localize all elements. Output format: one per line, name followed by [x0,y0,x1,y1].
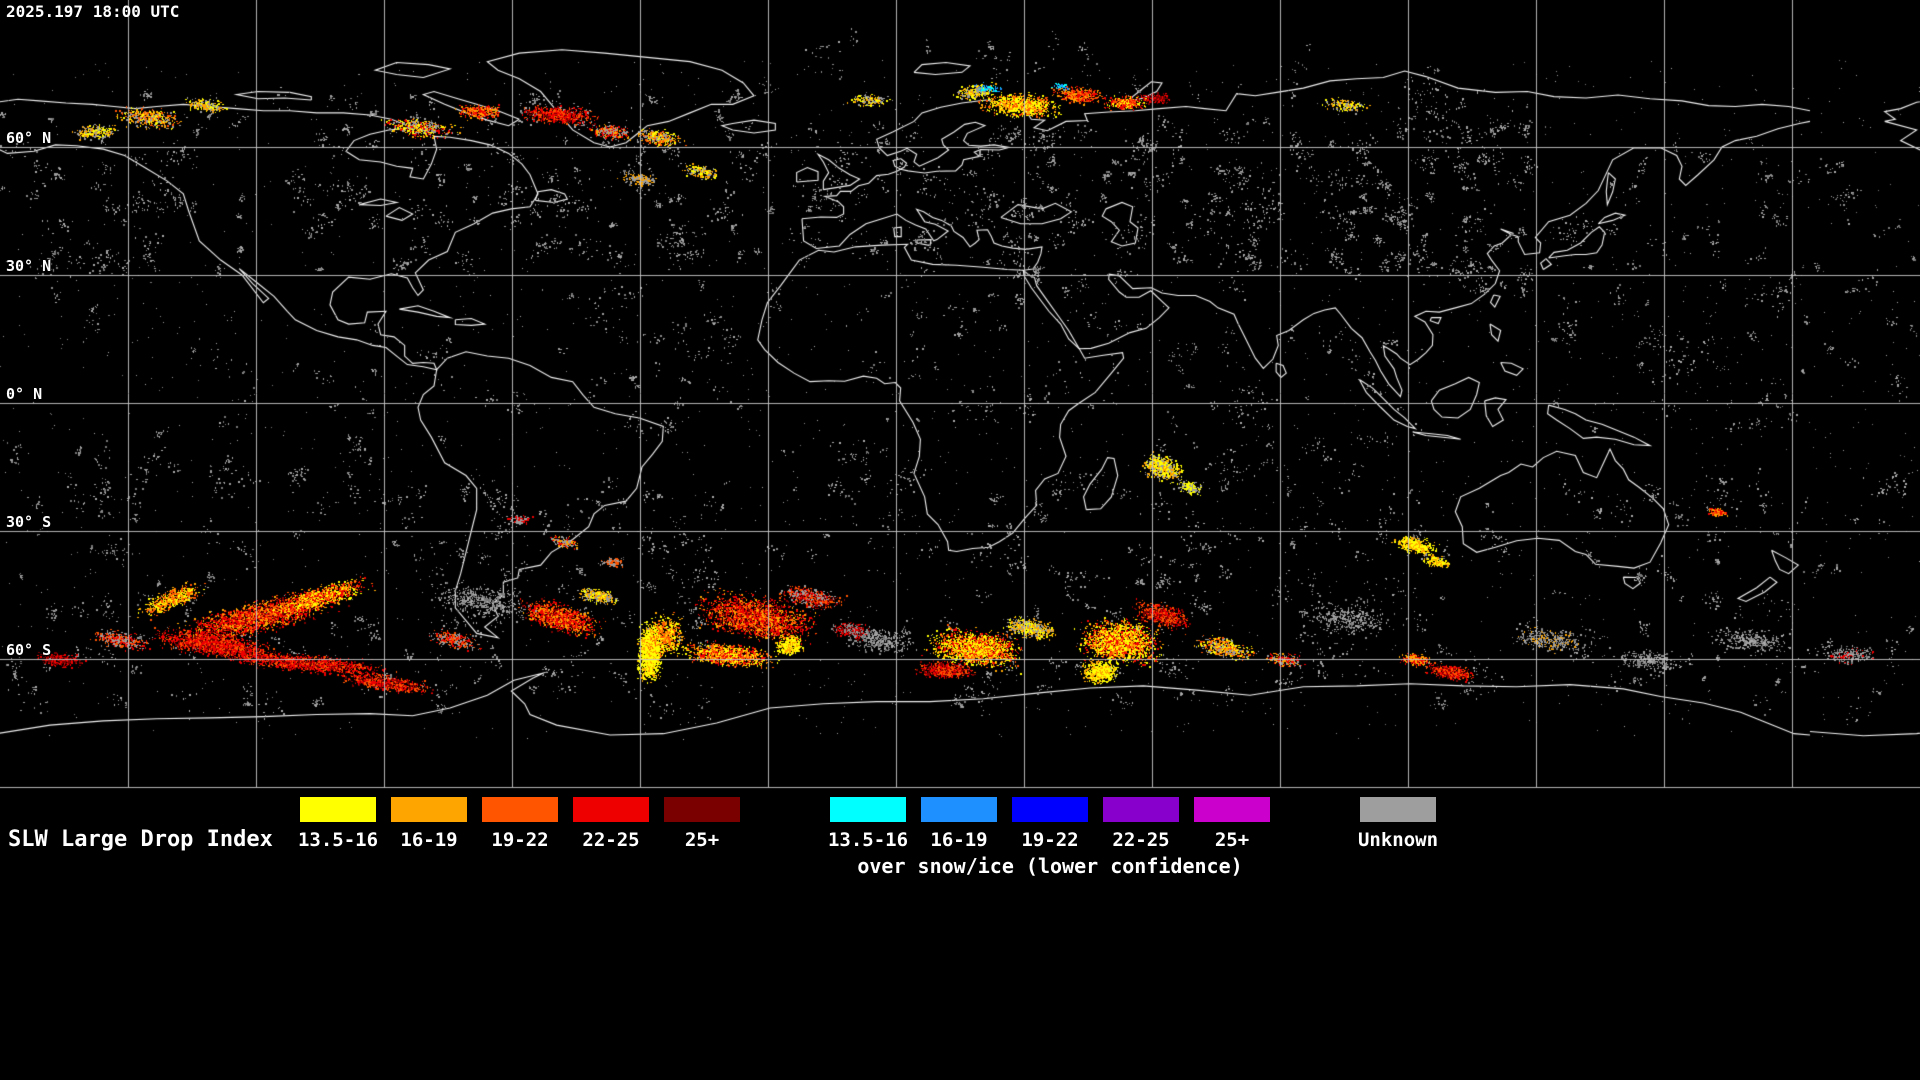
legend-snowice-caption: over snow/ice (lower confidence) [857,854,1243,878]
legend-snowice-item: 25+ [1194,797,1270,851]
legend-standard-range-label: 25+ [684,829,720,851]
legend-standard-item: 16-19 [391,797,467,851]
legend-snowice-item: 22-25 [1103,797,1179,851]
legend-snowice-item: 13.5-16 [827,797,909,851]
legend-snowice-item: 16-19 [921,797,997,851]
legend-standard-item: 19-22 [482,797,558,851]
legend-snowice-range-label: 25+ [1214,829,1250,851]
legend-snowice-range-label: 22-25 [1112,829,1170,851]
legend-standard-swatch [573,797,649,822]
world-map-canvas [0,0,1920,790]
legend-snowice-item: 19-22 [1012,797,1088,851]
legend-unknown: Unknown [1357,797,1439,851]
legend-snowice-swatch [1194,797,1270,822]
legend-standard-range-label: 22-25 [582,829,640,851]
legend-standard-item: 22-25 [573,797,649,851]
legend-swatch-unknown [1360,797,1436,822]
legend-snowice-range-label: 16-19 [930,829,988,851]
legend-standard-item: 25+ [664,797,740,851]
legend-group-standard: 13.5-16 16-19 19-22 22-25 25+ [297,797,740,851]
legend-standard-swatch [664,797,740,822]
legend-snowice-range-label: 13.5-16 [827,829,909,851]
legend-snowice-range-label: 19-22 [1021,829,1079,851]
legend-snowice-swatch [921,797,997,822]
legend-label-unknown: Unknown [1357,829,1439,851]
timestamp-label: 2025.197 18:00 UTC [6,2,180,21]
legend-standard-swatch [391,797,467,822]
legend-standard-swatch [300,797,376,822]
legend-bar: SLW Large Drop Index 13.5-16 16-19 19-22 22… [0,790,1920,1080]
legend-standard-range-label: 19-22 [491,829,549,851]
legend-standard-swatch [482,797,558,822]
legend-snowice-swatch [1103,797,1179,822]
legend-snowice-swatch [1012,797,1088,822]
legend-standard-range-label: 16-19 [400,829,458,851]
legend-group-snowice: 13.5-16 16-19 19-22 22-25 25+ [827,797,1270,851]
legend-title: SLW Large Drop Index [8,827,273,852]
legend-standard-range-label: 13.5-16 [297,829,379,851]
legend-standard-item: 13.5-16 [297,797,379,851]
legend-snowice-swatch [830,797,906,822]
